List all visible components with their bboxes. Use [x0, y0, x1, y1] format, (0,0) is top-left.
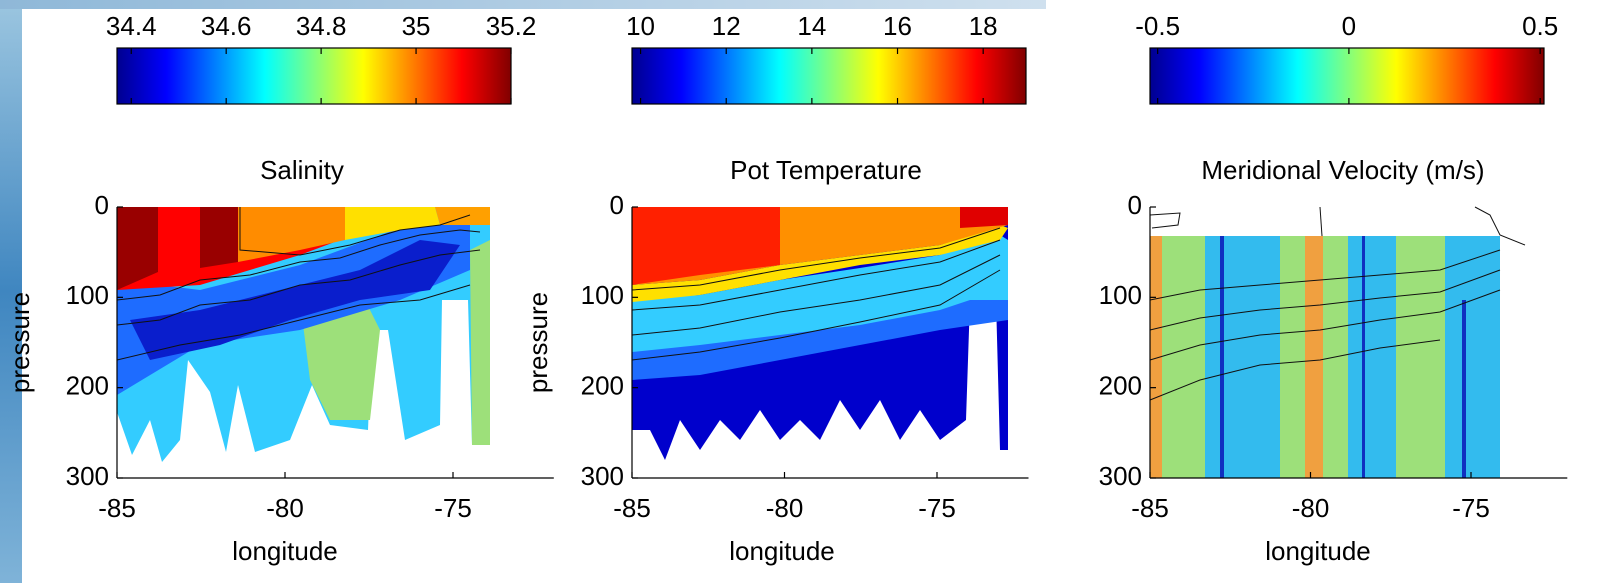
y-tick-label: 0	[610, 190, 624, 220]
colorbar-tick-label: 35.2	[486, 11, 537, 41]
y-axis-label: pressure	[523, 292, 553, 393]
colorbar-tick-label: 14	[797, 11, 826, 41]
y-tick-label: 300	[1099, 461, 1142, 491]
x-axis-label: longitude	[729, 536, 835, 566]
colorbar-tick-label: 12	[712, 11, 741, 41]
x-tick-label: -80	[1292, 493, 1330, 523]
colorbar-tick-label: 18	[969, 11, 998, 41]
chart-title: Salinity	[260, 155, 344, 185]
x-tick-label: -75	[434, 493, 472, 523]
colorbar-tick-label: 34.6	[201, 11, 252, 41]
colorbar-tick-label: 16	[883, 11, 912, 41]
y-tick-label: 300	[581, 461, 624, 491]
colorbar	[631, 47, 1027, 105]
y-tick-label: 0	[1128, 190, 1142, 220]
colorbar	[116, 47, 512, 105]
y-tick-label: 200	[1099, 371, 1142, 401]
x-tick-label: -80	[266, 493, 304, 523]
x-tick-label: -80	[766, 493, 804, 523]
x-tick-label: -85	[1131, 493, 1169, 523]
colorbar-tick-label: 0.5	[1522, 11, 1558, 41]
slide-top	[0, 0, 1046, 9]
colorbar-tick-label: 34.8	[296, 11, 347, 41]
x-tick-label: -75	[1452, 493, 1490, 523]
chart-title: Pot Temperature	[730, 155, 922, 185]
x-tick-label: -75	[918, 493, 956, 523]
velocity-field	[1149, 206, 1526, 478]
x-tick-label: -85	[613, 493, 651, 523]
y-tick-label: 100	[1099, 280, 1142, 310]
colorbar	[1149, 47, 1545, 105]
salinity-field	[116, 207, 490, 462]
x-tick-label: -85	[98, 493, 136, 523]
chart-title: Meridional Velocity (m/s)	[1201, 155, 1484, 185]
colorbar-tick-label: 0	[1342, 11, 1356, 41]
y-tick-label: 100	[581, 280, 624, 310]
slide-edge	[0, 0, 22, 583]
colorbar-tick-label: -0.5	[1135, 11, 1180, 41]
temperature-field	[631, 207, 1008, 460]
y-tick-label: 200	[66, 371, 109, 401]
x-axis-label: longitude	[232, 536, 338, 566]
y-axis-label: pressure	[5, 292, 35, 393]
y-tick-label: 200	[581, 371, 624, 401]
colorbar-tick-label: 35	[402, 11, 431, 41]
colorbar-tick-label: 10	[626, 11, 655, 41]
y-tick-label: 100	[66, 280, 109, 310]
x-axis-label: longitude	[1265, 536, 1371, 566]
y-tick-label: 300	[66, 461, 109, 491]
colorbar-tick-label: 34.4	[106, 11, 157, 41]
y-tick-label: 0	[95, 190, 109, 220]
